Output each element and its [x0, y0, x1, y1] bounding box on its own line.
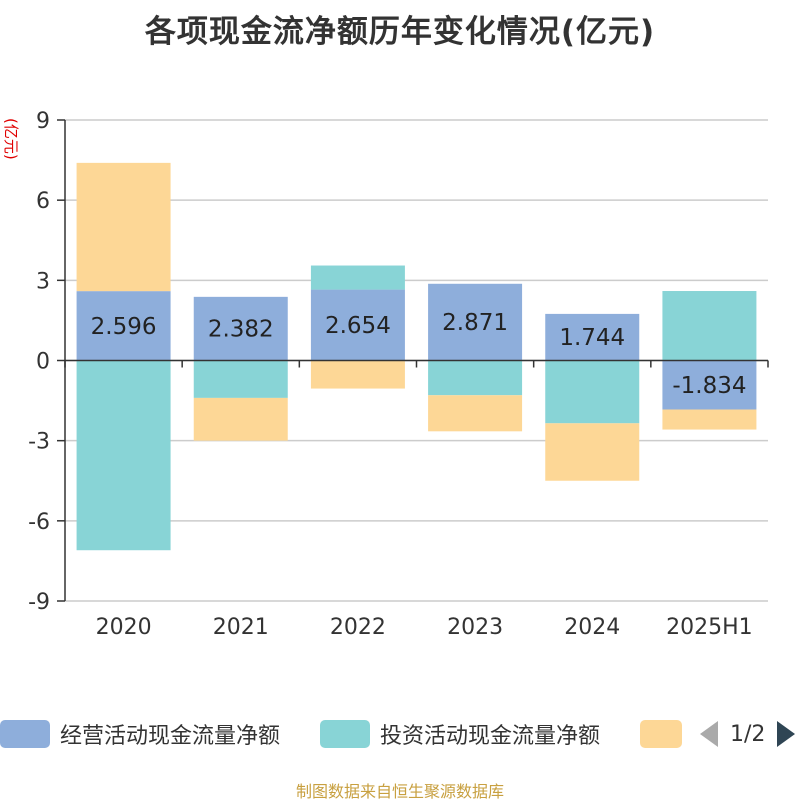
- bar-segment-s0-2021: [193, 296, 288, 361]
- bar-data-label: 2.596: [91, 314, 157, 340]
- bar-segment-s1-2020: [76, 360, 171, 551]
- x-tick-label: 2024: [564, 615, 620, 640]
- legend-prev-page-icon[interactable]: [700, 721, 718, 747]
- bar-data-label: -1.834: [672, 373, 746, 399]
- x-tick-label: 2022: [330, 615, 386, 640]
- bar-segment-s1-2025H1: [662, 291, 757, 361]
- bar-segment-s2-2022: [310, 360, 405, 389]
- data-source-note: 制图数据来自恒生聚源数据库: [295, 782, 504, 801]
- y-tick-label: 9: [36, 109, 50, 134]
- y-tick-label: -9: [28, 590, 50, 615]
- bar-data-label: 1.744: [559, 325, 625, 351]
- bar-segment-s2-2020: [76, 162, 171, 292]
- legend-item-investing[interactable]: 投资活动现金流量净额: [320, 714, 600, 754]
- legend: 经营活动现金流量净额 投资活动现金流量净额 1/2: [0, 714, 800, 754]
- y-tick-label: -3: [28, 430, 50, 455]
- bar-segment-s2-2024: [545, 423, 640, 481]
- bar-segment-s2-2021: [193, 397, 288, 441]
- bar-data-label: 2.871: [442, 310, 508, 336]
- legend-swatch-financing: [640, 720, 682, 748]
- x-tick-label: 2020: [96, 615, 152, 640]
- y-tick-label: 6: [36, 189, 50, 214]
- bar-segment-s0-2024: [545, 313, 640, 361]
- legend-pager: 1/2: [700, 714, 796, 754]
- legend-swatch-investing: [320, 720, 370, 748]
- x-tick-label: 2025H1: [666, 615, 753, 640]
- chart-title: 各项现金流净额历年变化情况(亿元): [144, 14, 656, 50]
- x-tick-label: 2021: [213, 615, 269, 640]
- bar-segment-s1-2022: [310, 265, 405, 290]
- bar-segment-s1-2024: [545, 360, 640, 424]
- legend-label-operating: 经营活动现金流量净额: [60, 724, 281, 749]
- y-tick-label: 3: [36, 269, 50, 294]
- y-tick-label: 0: [36, 350, 50, 375]
- x-tick-label: 2023: [447, 615, 503, 640]
- bar-segment-s2-2025H1: [662, 409, 757, 430]
- bar-segment-s0-2025H1: [662, 360, 757, 410]
- y-tick-label: -6: [28, 510, 50, 535]
- bar-segment-s0-2022: [310, 289, 405, 361]
- legend-item-operating[interactable]: 经营活动现金流量净额: [0, 714, 280, 754]
- bar-segment-s1-2021: [193, 360, 288, 398]
- bar-data-label: 2.654: [325, 313, 391, 339]
- bar-data-label: 2.382: [208, 317, 274, 343]
- legend-next-page-icon[interactable]: [777, 721, 796, 747]
- bar-segment-s2-2023: [428, 395, 523, 432]
- legend-item-financing[interactable]: [640, 714, 682, 754]
- bar-chart: 9 6 3 0 -3 -6 -9 2.596 2.382 2.654 2.871 1.744 -1.83…: [28, 109, 769, 640]
- bar-segment-s1-2023: [428, 360, 523, 396]
- legend-label-investing: 投资活动现金流量净额: [380, 724, 601, 749]
- legend-page-indicator: 1/2: [730, 721, 766, 747]
- legend-swatch-operating: [0, 720, 50, 748]
- bar-segment-s0-2023: [428, 283, 523, 361]
- bar-segment-s0-2020: [76, 291, 171, 361]
